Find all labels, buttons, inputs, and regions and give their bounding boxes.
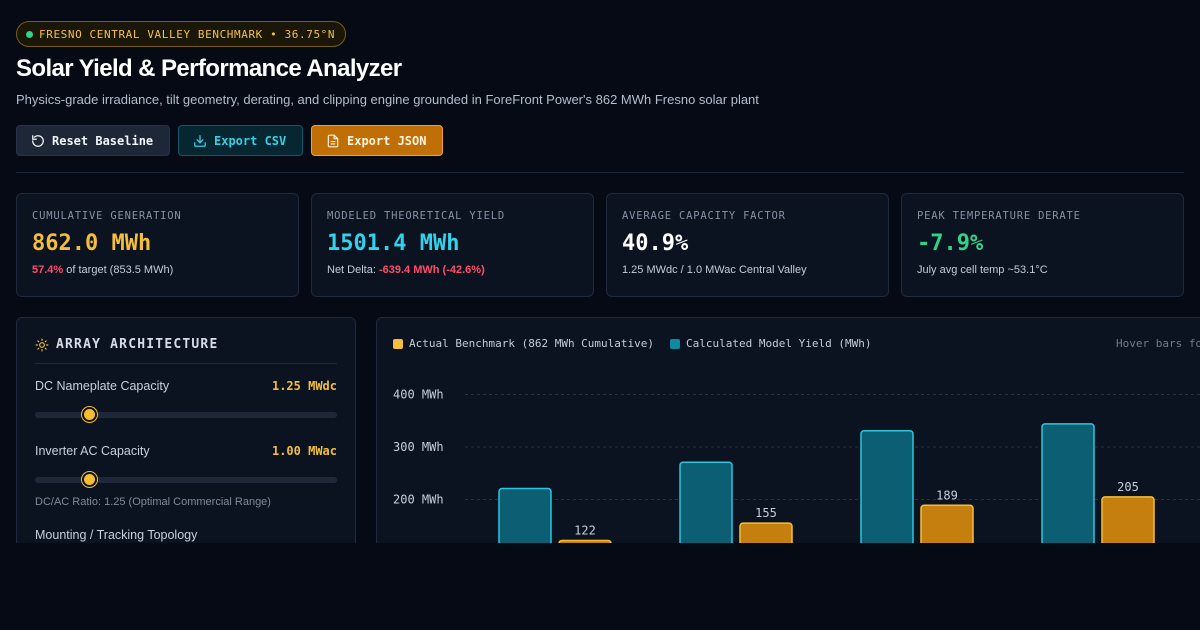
actual-bar-value-label: 155 [755, 506, 777, 520]
metric-label: PEAK TEMPERATURE DERATE [917, 210, 1081, 222]
status-dot [26, 30, 33, 38]
actual-benchmark-bar[interactable] [1101, 496, 1155, 557]
export-json-label: Export JSON [347, 133, 427, 148]
metric-note: 1.25 MWdc / 1.0 MWac Central Valley [622, 264, 807, 276]
metric-note-highlight: -639.4 MWh (-42.6%) [378, 264, 485, 276]
file-text-icon [327, 134, 339, 147]
ac-capacity-value: 1.00 MWac [271, 444, 337, 458]
metric-note-suffix: of target (853.5 MWh) [66, 264, 174, 276]
dc-ac-ratio-hint: DC/AC Ratio: 1.25 (Optimal Commercial Ra… [35, 496, 271, 508]
reset-baseline-label: Reset Baseline [52, 133, 154, 148]
metric-note: July avg cell temp ~53.1°C [917, 264, 1048, 276]
sun-icon [35, 338, 49, 351]
ac-capacity-slider-handle[interactable] [81, 472, 97, 487]
metric-note: 57.4% of target (853.5 MWh) [32, 264, 283, 276]
array-architecture-title: ARRAY ARCHITECTURE [56, 337, 219, 352]
yield-chart-panel: Actual Benchmark (862 MWh Cumulative) Ca… [376, 317, 1200, 557]
metric-note-highlight: 57.4% [32, 264, 64, 276]
metric-value: -7.9% [917, 231, 984, 256]
bar-chart: 200 MWh 300 MWh 400 MWh 122 155 189 205 [393, 388, 1200, 557]
badge-text: FRESNO CENTRAL VALLEY BENCHMARK • 36.75°… [39, 27, 336, 41]
metric-note: Net Delta: -639.4 MWh (-42.6%) [327, 264, 578, 276]
legend-item-actual: Actual Benchmark (862 MWh Cumulative) [393, 337, 654, 350]
ac-capacity-row: Inverter AC Capacity 1.00 MWac [35, 444, 337, 458]
metric-value: 1501.4 MWh [327, 231, 460, 256]
metric-value: 40.9% [622, 231, 689, 256]
metric-note-prefix: Net Delta: [327, 264, 376, 276]
actual-bar-value-label: 122 [574, 523, 596, 537]
dc-capacity-row: DC Nameplate Capacity 1.25 MWdc [35, 379, 337, 393]
page-title: Solar Yield & Performance Analyzer [16, 55, 402, 82]
mounting-label: Mounting / Tracking Topology [35, 528, 198, 542]
metric-card-cumulative: CUMULATIVE GENERATION 862.0 MWh 57.4% of… [16, 193, 299, 297]
export-csv-label: Export CSV [214, 133, 287, 148]
viewport-cutoff [0, 543, 1200, 630]
mounting-row: Mounting / Tracking Topology [35, 528, 337, 542]
model-yield-bar[interactable] [1041, 423, 1095, 557]
dc-capacity-value: 1.25 MWdc [271, 379, 337, 393]
y-tick-label: 200 MWh [393, 493, 444, 507]
metric-label: AVERAGE CAPACITY FACTOR [622, 210, 786, 222]
actual-bar-value-label: 189 [936, 488, 958, 502]
metric-card-capacity-factor: AVERAGE CAPACITY FACTOR 40.9% 1.25 MWdc … [606, 193, 889, 297]
ac-capacity-label: Inverter AC Capacity [35, 444, 150, 458]
model-yield-bar[interactable] [498, 487, 552, 557]
ac-capacity-slider[interactable] [35, 472, 337, 487]
reset-icon [32, 134, 44, 147]
array-architecture-panel: ARRAY ARCHITECTURE DC Nameplate Capacity… [16, 317, 356, 557]
export-json-button[interactable]: Export JSON [311, 125, 443, 156]
dc-capacity-label: DC Nameplate Capacity [35, 379, 170, 393]
legend-swatch-actual [393, 338, 403, 349]
metric-value: 862.0 MWh [32, 231, 152, 256]
metric-label: MODELED THEORETICAL YIELD [327, 210, 506, 222]
legend-label-model: Calculated Model Yield (MWh) [686, 337, 872, 350]
y-tick-label: 400 MWh [393, 388, 444, 402]
page-subtitle: Physics-grade irradiance, tilt geometry,… [16, 92, 759, 107]
reset-baseline-button[interactable]: Reset Baseline [16, 125, 170, 156]
dc-capacity-slider[interactable] [35, 407, 337, 422]
dc-capacity-slider-handle[interactable] [81, 407, 97, 422]
location-badge: FRESNO CENTRAL VALLEY BENCHMARK • 36.75°… [16, 21, 347, 47]
y-tick-label: 300 MWh [393, 440, 444, 454]
metric-card-modeled: MODELED THEORETICAL YIELD 1501.4 MWh Net… [311, 193, 594, 297]
actual-bar-value-label: 205 [1117, 480, 1139, 494]
metric-label: CUMULATIVE GENERATION [32, 210, 182, 222]
download-icon [194, 134, 206, 147]
export-csv-button[interactable]: Export CSV [178, 125, 303, 156]
chart-hover-hint: Hover bars fo [1116, 337, 1200, 350]
header-divider [16, 172, 1184, 173]
legend-swatch-model [670, 338, 681, 349]
model-yield-bar[interactable] [679, 461, 733, 557]
legend-item-model: Calculated Model Yield (MWh) [670, 337, 871, 350]
legend-label-actual: Actual Benchmark (862 MWh Cumulative) [409, 337, 655, 350]
chart-legend: Actual Benchmark (862 MWh Cumulative) Ca… [393, 337, 871, 350]
array-architecture-header: ARRAY ARCHITECTURE [35, 318, 337, 364]
model-yield-bar[interactable] [860, 429, 914, 557]
metric-card-temperature-derate: PEAK TEMPERATURE DERATE -7.9% July avg c… [901, 193, 1184, 297]
